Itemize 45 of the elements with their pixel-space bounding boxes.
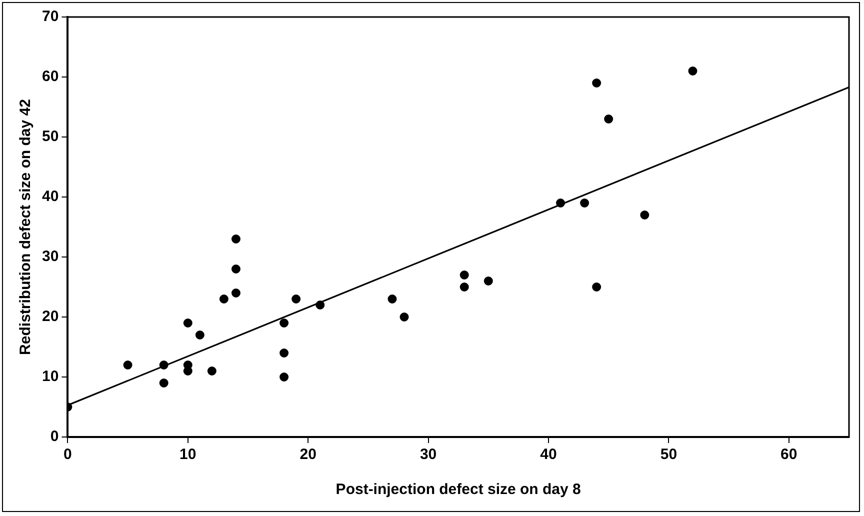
- point: [159, 378, 168, 388]
- point: [183, 366, 192, 376]
- x-tick-label: 40: [540, 446, 557, 464]
- point: [688, 66, 698, 76]
- point: [231, 234, 240, 244]
- y-tick-label: 70: [42, 8, 59, 26]
- point: [159, 360, 168, 370]
- y-tick-label: 40: [42, 188, 59, 206]
- point: [183, 318, 192, 328]
- x-axis-title: Post-injection defect size on day 8: [336, 481, 581, 498]
- y-tick-label: 30: [42, 248, 59, 266]
- y-tick-label: 10: [42, 368, 59, 386]
- x-tick-label: 0: [64, 446, 72, 464]
- point: [231, 288, 240, 298]
- point: [195, 330, 204, 340]
- point: [556, 198, 566, 208]
- point: [484, 276, 493, 286]
- point: [316, 300, 325, 310]
- point: [400, 312, 409, 322]
- x-tick-label: 10: [180, 446, 196, 464]
- x-tick-label: 60: [780, 446, 798, 464]
- point: [592, 282, 602, 292]
- point: [280, 348, 289, 358]
- y-tick-label: 20: [42, 308, 59, 326]
- point: [640, 210, 650, 220]
- point: [592, 78, 602, 88]
- y-tick-label: 60: [42, 68, 59, 86]
- x-tick-label: 50: [660, 446, 678, 464]
- point: [231, 264, 240, 274]
- point: [123, 360, 132, 370]
- point: [292, 294, 301, 304]
- point: [280, 372, 289, 382]
- point: [580, 198, 590, 208]
- point: [207, 366, 216, 376]
- point: [388, 294, 397, 304]
- point: [460, 282, 469, 292]
- y-axis-title: Redistribution defect size on day 42: [17, 99, 34, 355]
- point: [604, 114, 614, 124]
- point: [280, 318, 289, 328]
- y-tick-label: 50: [42, 128, 59, 146]
- point: [460, 270, 469, 280]
- y-tick-label: 0: [50, 428, 59, 446]
- x-tick-label: 30: [420, 446, 437, 464]
- point: [219, 294, 228, 304]
- x-tick-label: 20: [300, 446, 316, 464]
